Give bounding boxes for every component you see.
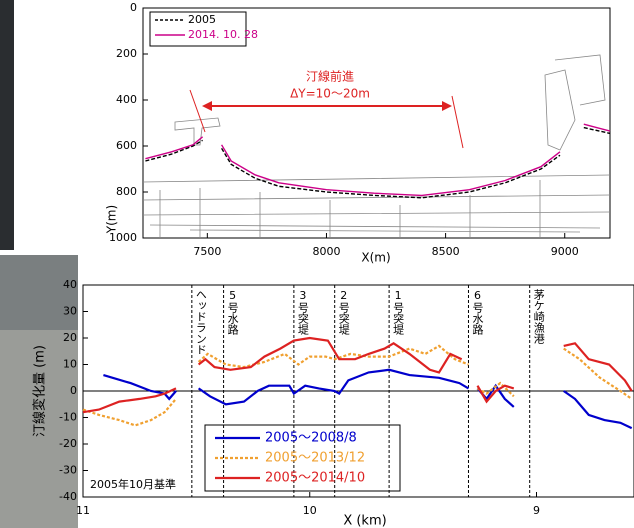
legend-label: 2005～2014/10	[265, 471, 365, 486]
x-axis-label: X (km)	[343, 514, 386, 528]
structure-label: 3号突堤	[296, 289, 309, 335]
y-tick-label: -10	[59, 411, 77, 424]
y-tick-label: -30	[59, 464, 77, 477]
y-axis-label: 汀線変化量 (m)	[32, 345, 48, 437]
y-tick-label: 1000	[109, 231, 137, 244]
x-tick-label: 9	[533, 504, 540, 517]
y-axis-label: Y(m)	[105, 205, 119, 234]
y-tick-label: 600	[116, 139, 137, 152]
y-tick-label: 400	[116, 93, 137, 106]
x-tick-label: 9000	[551, 245, 579, 258]
y-tick-label: 40	[63, 278, 77, 291]
x-tick-label: 11	[76, 504, 90, 517]
y-tick-label: 200	[116, 47, 137, 60]
series-line	[83, 338, 632, 412]
x-tick-label: 8000	[312, 245, 340, 258]
y-tick-label: 10	[63, 358, 77, 371]
annotation: 汀線前進	[306, 69, 354, 84]
legend-label: 2005	[188, 13, 216, 26]
x-tick-label: 7500	[193, 245, 221, 258]
y-tick-label: 20	[63, 331, 77, 344]
legend-label: 2005～2008/8	[265, 431, 357, 446]
structure-label: 2号突堤	[337, 289, 350, 335]
series-line	[103, 370, 631, 428]
structure-label: 茅ケ崎漁港	[532, 289, 545, 344]
y-tick-label: -40	[59, 490, 77, 503]
x-tick-label: 10	[303, 504, 317, 517]
y-tick-label: 0	[130, 1, 137, 14]
structure-label: 6号水路	[471, 289, 484, 336]
page: 汀線前進 ΔY=10～20m Y(m) X(m) 汀線変化量 (m) X (km…	[0, 0, 634, 528]
legend-label: 2005～2013/12	[265, 451, 365, 466]
annotation: ΔY=10～20m	[290, 87, 370, 101]
legend-label: 2014. 10. 28	[188, 28, 258, 41]
x-tick-label: 8500	[432, 245, 460, 258]
y-tick-label: 30	[63, 305, 77, 318]
y-tick-label: 800	[116, 185, 137, 198]
structure-label: 5号水路	[226, 289, 239, 336]
structure-label: ヘッドランド	[194, 289, 207, 355]
note: 2005年10月基準	[90, 477, 176, 491]
y-tick-label: -20	[59, 437, 77, 450]
structure-label: 1号突堤	[392, 289, 405, 335]
y-tick-label: 0	[70, 384, 77, 397]
photo	[0, 0, 14, 250]
x-axis-label: X(m)	[361, 251, 390, 265]
